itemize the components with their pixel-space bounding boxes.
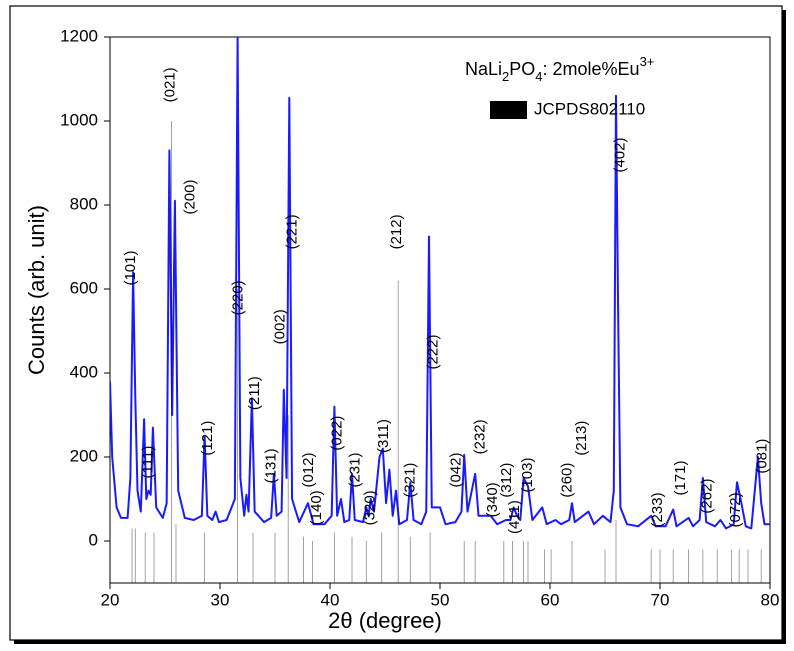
y-axis-label: Counts (arb. unit)	[24, 205, 49, 375]
x-tick-label: 20	[101, 590, 120, 609]
xrd-pattern	[110, 37, 770, 530]
legend-label: JCPDS802110	[534, 99, 645, 118]
miller-index: (072)	[727, 492, 744, 527]
miller-index: (042)	[447, 453, 464, 488]
miller-index: (111)	[139, 446, 156, 479]
miller-index: (140)	[308, 490, 325, 525]
y-tick-label: 1000	[60, 110, 98, 129]
legend-title-part: 4	[535, 69, 542, 84]
x-tick-label: 30	[211, 590, 230, 609]
miller-index: (022)	[329, 416, 346, 451]
miller-index: (320)	[362, 490, 379, 525]
y-tick-label: 800	[70, 194, 98, 213]
miller-index: (101)	[122, 250, 139, 285]
miller-index: (340)	[484, 482, 501, 517]
y-tick-label: 600	[70, 278, 98, 297]
miller-index: (221)	[284, 214, 301, 249]
miller-index: (232)	[472, 419, 489, 454]
miller-index: (131)	[263, 448, 280, 483]
legend-title-part: : 2mole%Eu	[543, 59, 640, 79]
x-tick-label: 40	[321, 590, 340, 609]
miller-index: (213)	[573, 421, 590, 456]
miller-index: (121)	[199, 421, 216, 456]
miller-index: (012)	[300, 453, 317, 488]
miller-index: (171)	[672, 460, 689, 495]
x-tick-label: 70	[651, 590, 670, 609]
x-tick-label: 50	[431, 590, 450, 609]
miller-index: (200)	[181, 180, 198, 215]
miller-index: (311)	[375, 419, 392, 453]
plot	[110, 37, 770, 583]
y-tick-label: 1200	[60, 26, 98, 45]
miller-index: (321)	[401, 463, 418, 498]
miller-index: (220)	[230, 280, 247, 315]
x-tick-label: 80	[761, 590, 780, 609]
legend-swatch	[490, 101, 527, 119]
miller-index: (222)	[424, 334, 441, 369]
legend-title-part: 2	[502, 69, 509, 84]
x-axis-label: 2θ (degree)	[328, 608, 442, 633]
miller-index: (260)	[559, 463, 576, 498]
miller-index: (312)	[498, 463, 515, 498]
y-tick-label: 400	[70, 362, 98, 381]
miller-index: (211)	[246, 376, 263, 410]
miller-index: (231)	[346, 453, 363, 488]
x-tick-label: 60	[541, 590, 560, 609]
legend-title: NaLi2PO4: 2mole%Eu3+	[465, 54, 654, 84]
miller-index: (262)	[698, 479, 715, 514]
y-tick-label: 0	[89, 530, 98, 549]
frame	[9, 5, 783, 641]
miller-index: (402)	[611, 138, 628, 173]
miller-index: (081)	[753, 439, 770, 474]
miller-index: (212)	[388, 214, 405, 249]
miller-index: (103)	[519, 458, 536, 493]
miller-index: (411)	[506, 500, 523, 534]
miller-index: (233)	[649, 492, 666, 527]
y-tick-label: 200	[70, 446, 98, 465]
miller-index: (002)	[271, 309, 288, 344]
legend-title-part: NaLi	[465, 59, 502, 79]
legend-title-part: 3+	[640, 54, 655, 69]
miller-index: (021)	[161, 67, 178, 102]
legend-title-part: PO	[509, 59, 535, 79]
